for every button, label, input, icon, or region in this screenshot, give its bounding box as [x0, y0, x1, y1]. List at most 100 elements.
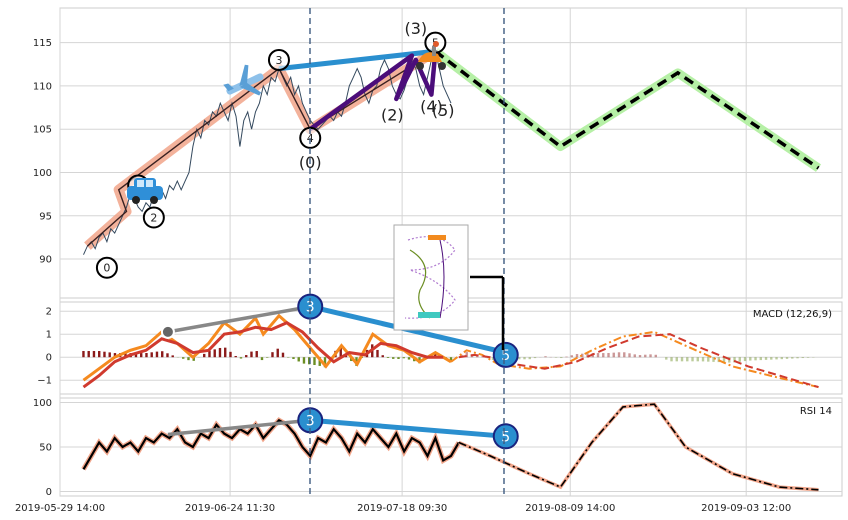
macd-histogram-bar: [785, 357, 789, 359]
macd-histogram-bar: [208, 350, 211, 358]
macd-histogram-bar: [145, 353, 148, 358]
macd-histogram-bar: [255, 351, 258, 358]
macd-histogram-bar: [407, 357, 411, 360]
rsi-projection-line: [458, 403, 819, 491]
wave-label-circle: [95, 256, 118, 279]
macd-histogram-bar: [612, 352, 615, 358]
y-tick-label: 105: [33, 125, 52, 136]
macd-histogram-bar: [402, 357, 405, 359]
macd-histogram-bar: [712, 357, 715, 362]
macd-histogram-bar: [292, 357, 295, 359]
macd-histogram-bar: [565, 356, 568, 358]
projection-layer: [432, 47, 822, 172]
macd-histogram-bar: [796, 357, 799, 359]
y-tick-label: 90: [39, 255, 52, 266]
macd-histogram-bar: [560, 357, 563, 359]
macd-histogram-bar: [528, 357, 531, 360]
macd-histogram-bar: [434, 353, 437, 358]
y-tick-label: 1: [46, 330, 52, 341]
wave-label: (2): [381, 106, 404, 125]
macd-histogram-bar: [234, 355, 237, 358]
macd-histogram-bar: [155, 351, 159, 358]
wave-marker-label: 3: [306, 300, 315, 316]
macd-histogram-bar: [87, 350, 90, 358]
macd-histogram-bar: [113, 353, 117, 358]
scooter-icon: [416, 41, 446, 70]
macd-histogram-bar: [733, 357, 736, 363]
macd-histogram-bar: [570, 355, 573, 358]
macd-histogram-bar: [764, 357, 768, 360]
macd-histogram-bar: [108, 352, 111, 358]
macd-histogram-bar: [749, 357, 752, 361]
macd-histogram-bar: [759, 357, 762, 361]
rsi-label: RSI 14: [800, 406, 832, 417]
y-tick-label: 0: [46, 353, 52, 364]
x-tick-label: 2019-05-29 14:00: [15, 503, 105, 514]
macd-histogram-bar: [103, 351, 106, 358]
wave-label: 2: [150, 211, 157, 224]
wave-marker-label: 5: [501, 348, 510, 364]
macd-histogram-bar: [318, 357, 321, 366]
macd-histogram-bar: [617, 352, 621, 358]
wave-label: (4): [420, 97, 443, 116]
rsi-divergence-blue: [310, 417, 506, 439]
wave-label: (5): [432, 101, 455, 120]
macd-histogram-bar: [449, 357, 453, 362]
macd-divergence-grey: [167, 304, 311, 334]
macd-histogram-bar: [239, 357, 243, 359]
y-tick-label: 50: [39, 443, 52, 454]
macd-histogram-bar: [386, 357, 390, 358]
x-tick-label: 2019-09-03 12:00: [701, 503, 791, 514]
macd-histogram-bar: [150, 352, 153, 358]
wave-marker-badge: [492, 423, 519, 450]
macd-histogram-bar: [140, 353, 143, 358]
macd-histogram-bar: [628, 353, 631, 358]
macd-histogram-bar: [743, 357, 747, 362]
macd-histogram-bar: [98, 351, 101, 358]
rsi-line: [82, 418, 460, 470]
macd-histogram-bar: [397, 357, 400, 359]
macd-histogram-bar: [224, 347, 227, 358]
macd-histogram-bar: [260, 357, 264, 361]
macd-histogram-bar: [171, 355, 174, 358]
macd-label: MACD (12,26,9): [753, 309, 832, 320]
macd-histogram-bar: [707, 357, 710, 362]
macd-histogram-bar: [218, 347, 222, 358]
macd-histogram-bar: [323, 357, 327, 368]
macd-histogram-bar: [166, 353, 169, 358]
macd-histogram-bar: [806, 357, 810, 358]
macd-histogram-bar: [675, 357, 678, 362]
wave-label: 3: [275, 54, 282, 67]
macd-histogram-bar: [696, 357, 699, 362]
macd-divergence-dot: [160, 324, 175, 339]
wave-label-circle: [267, 48, 290, 71]
trendline-3-5: [278, 48, 436, 72]
macd-histogram-bar: [124, 353, 127, 358]
macd-histogram-bar: [665, 357, 668, 360]
y-tick-label: 100: [33, 398, 52, 409]
macd-histogram-bar: [266, 357, 269, 358]
macd-histogram-bar: [638, 355, 642, 358]
macd-histogram-bar: [523, 357, 526, 360]
macd-histogram-bar: [518, 357, 521, 360]
macd-histogram-bar: [161, 351, 164, 358]
macd-histogram-bar: [691, 357, 694, 362]
macd-histogram-bar: [575, 354, 579, 358]
projection-line: [434, 49, 820, 170]
macd-histogram-bar: [754, 357, 757, 361]
macd-histogram-bar: [722, 357, 726, 363]
macd-histogram-bar: [245, 355, 248, 358]
y-tick-label: 95: [39, 211, 52, 222]
macd-histogram-bar: [376, 349, 379, 358]
secondary-wave-line: [308, 51, 438, 132]
macd-histogram-bar: [791, 357, 794, 359]
macd-histogram-bar: [738, 357, 741, 362]
macd-histogram-bar: [491, 357, 495, 361]
macd-histogram-bar: [134, 353, 138, 358]
macd-histogram-bar: [308, 357, 311, 365]
macd-histogram-bar: [670, 357, 673, 362]
wave-label: 0: [103, 262, 110, 275]
macd-histogram-bar: [602, 353, 605, 358]
macd-histogram-bar: [339, 347, 342, 358]
